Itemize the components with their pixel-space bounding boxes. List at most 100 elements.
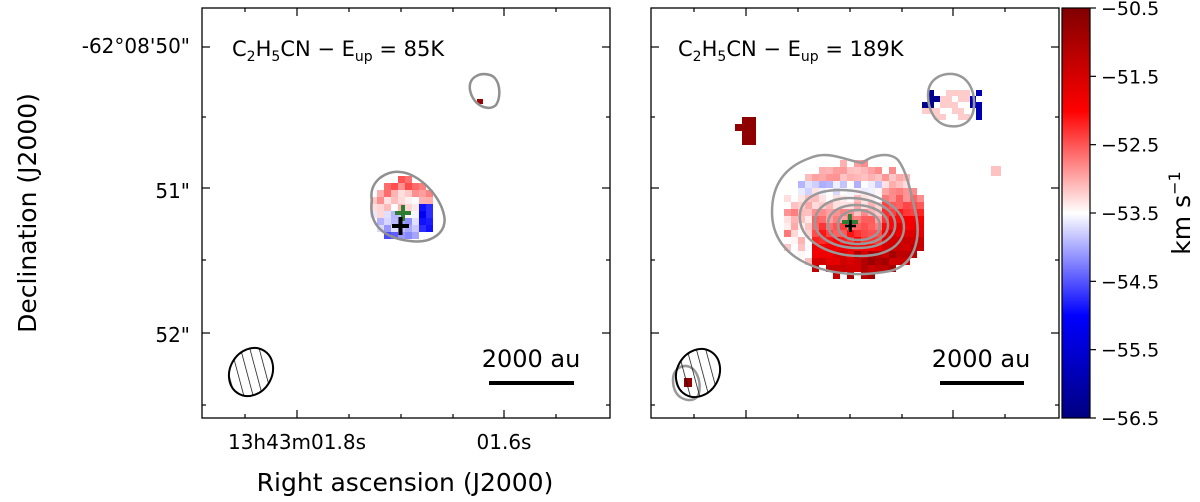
left-black-cross xyxy=(392,217,409,235)
right-pixel xyxy=(976,90,982,96)
right-pixel xyxy=(833,223,840,230)
right-pixel xyxy=(958,108,964,114)
right-title: C2H5CN − Eup = 189K xyxy=(678,37,905,65)
right-pixel xyxy=(875,244,882,251)
right-pixel xyxy=(952,102,958,108)
right-pixel xyxy=(868,181,875,188)
right-pixel xyxy=(868,237,875,244)
right-pixel xyxy=(910,230,917,237)
right-pixel xyxy=(861,223,868,230)
right-pixel xyxy=(882,188,889,195)
right-pixel xyxy=(833,244,840,251)
left-pixel xyxy=(405,197,412,204)
right-pixel xyxy=(833,188,840,195)
right-pixel xyxy=(854,251,861,258)
right-pixel xyxy=(826,244,833,251)
right-pixel xyxy=(940,114,946,120)
right-pixel xyxy=(896,195,903,202)
colorbar-label: km s−1 xyxy=(1165,171,1196,254)
left-pixel xyxy=(405,176,412,183)
right-pixel xyxy=(882,174,889,181)
right-pixel xyxy=(917,230,924,237)
right-pixel xyxy=(847,167,854,174)
left-beam-ellipse xyxy=(227,346,275,398)
right-pixel xyxy=(784,230,791,237)
right-pixel xyxy=(861,160,868,167)
right-pixel xyxy=(896,216,903,223)
left-pixel xyxy=(391,225,398,232)
right-pixel xyxy=(910,244,917,251)
right-pixel xyxy=(791,202,798,209)
right-pixel xyxy=(868,258,875,265)
left-pixel xyxy=(370,197,377,204)
right-pixel xyxy=(833,258,840,265)
right-pixel xyxy=(940,102,946,108)
right-pixel xyxy=(798,181,805,188)
left-pixel xyxy=(412,232,419,239)
right-pixel xyxy=(854,167,861,174)
right-pixel xyxy=(976,108,982,114)
left-pixel xyxy=(384,183,391,190)
right-pixel xyxy=(805,244,812,251)
right-pixel xyxy=(903,223,910,230)
right-pixel xyxy=(903,244,910,251)
right-pixel xyxy=(896,181,903,188)
left-pixel xyxy=(384,225,391,232)
right-pixel xyxy=(742,138,749,145)
left-pixel xyxy=(405,232,412,239)
colorbar-tick-label: −56.5 xyxy=(1101,408,1159,430)
right-pixel xyxy=(946,96,952,102)
left-ticks xyxy=(202,8,610,418)
right-pixel xyxy=(875,174,882,181)
right-pixel xyxy=(847,174,854,181)
right-pixel xyxy=(896,202,903,209)
left-pixel xyxy=(405,204,412,211)
left-pixel xyxy=(412,218,419,225)
right-pixel xyxy=(826,167,833,174)
right-pixel xyxy=(826,209,833,216)
right-pixel xyxy=(749,138,756,145)
right-pixel xyxy=(749,131,756,138)
right-pixel xyxy=(910,188,917,195)
right-pixel xyxy=(819,174,826,181)
right-pixel xyxy=(847,230,854,237)
right-frame xyxy=(650,7,1060,419)
right-pixel xyxy=(903,188,910,195)
left-pixel xyxy=(419,190,426,197)
left-pixel xyxy=(398,232,405,239)
right-pixel xyxy=(917,209,924,216)
right-pixel xyxy=(826,251,833,258)
right-contour-north xyxy=(926,72,976,128)
right-pixel xyxy=(889,223,896,230)
right-pixel xyxy=(889,251,896,258)
right-pixel xyxy=(791,195,798,202)
right-pixel xyxy=(889,195,896,202)
right-pixel xyxy=(861,230,868,237)
right-pixel xyxy=(784,223,791,230)
right-pixel xyxy=(791,230,798,237)
right-pixel xyxy=(805,237,812,244)
right-pixel xyxy=(903,251,910,258)
right-pixel xyxy=(854,160,861,167)
right-beam-ellipse xyxy=(674,347,722,399)
right-pixel xyxy=(812,244,819,251)
right-pixel xyxy=(910,237,917,244)
right-pixel xyxy=(861,181,868,188)
left-velocity-pixels xyxy=(370,99,483,239)
right-pixel xyxy=(868,272,875,279)
right-pixel xyxy=(812,265,819,272)
right-black-cross xyxy=(845,220,856,232)
right-pixel xyxy=(868,223,875,230)
colorbar-tick-label: −54.5 xyxy=(1101,271,1159,293)
left-pixel xyxy=(370,204,377,211)
right-pixel xyxy=(819,237,826,244)
right-pixel xyxy=(854,174,861,181)
right-pixel xyxy=(826,230,833,237)
right-pixel xyxy=(896,230,903,237)
right-pixel xyxy=(847,209,854,216)
right-contours xyxy=(671,72,976,402)
right-pixel xyxy=(861,174,868,181)
left-pixel xyxy=(405,218,412,225)
right-pixel xyxy=(791,216,798,223)
right-pixel xyxy=(854,230,861,237)
